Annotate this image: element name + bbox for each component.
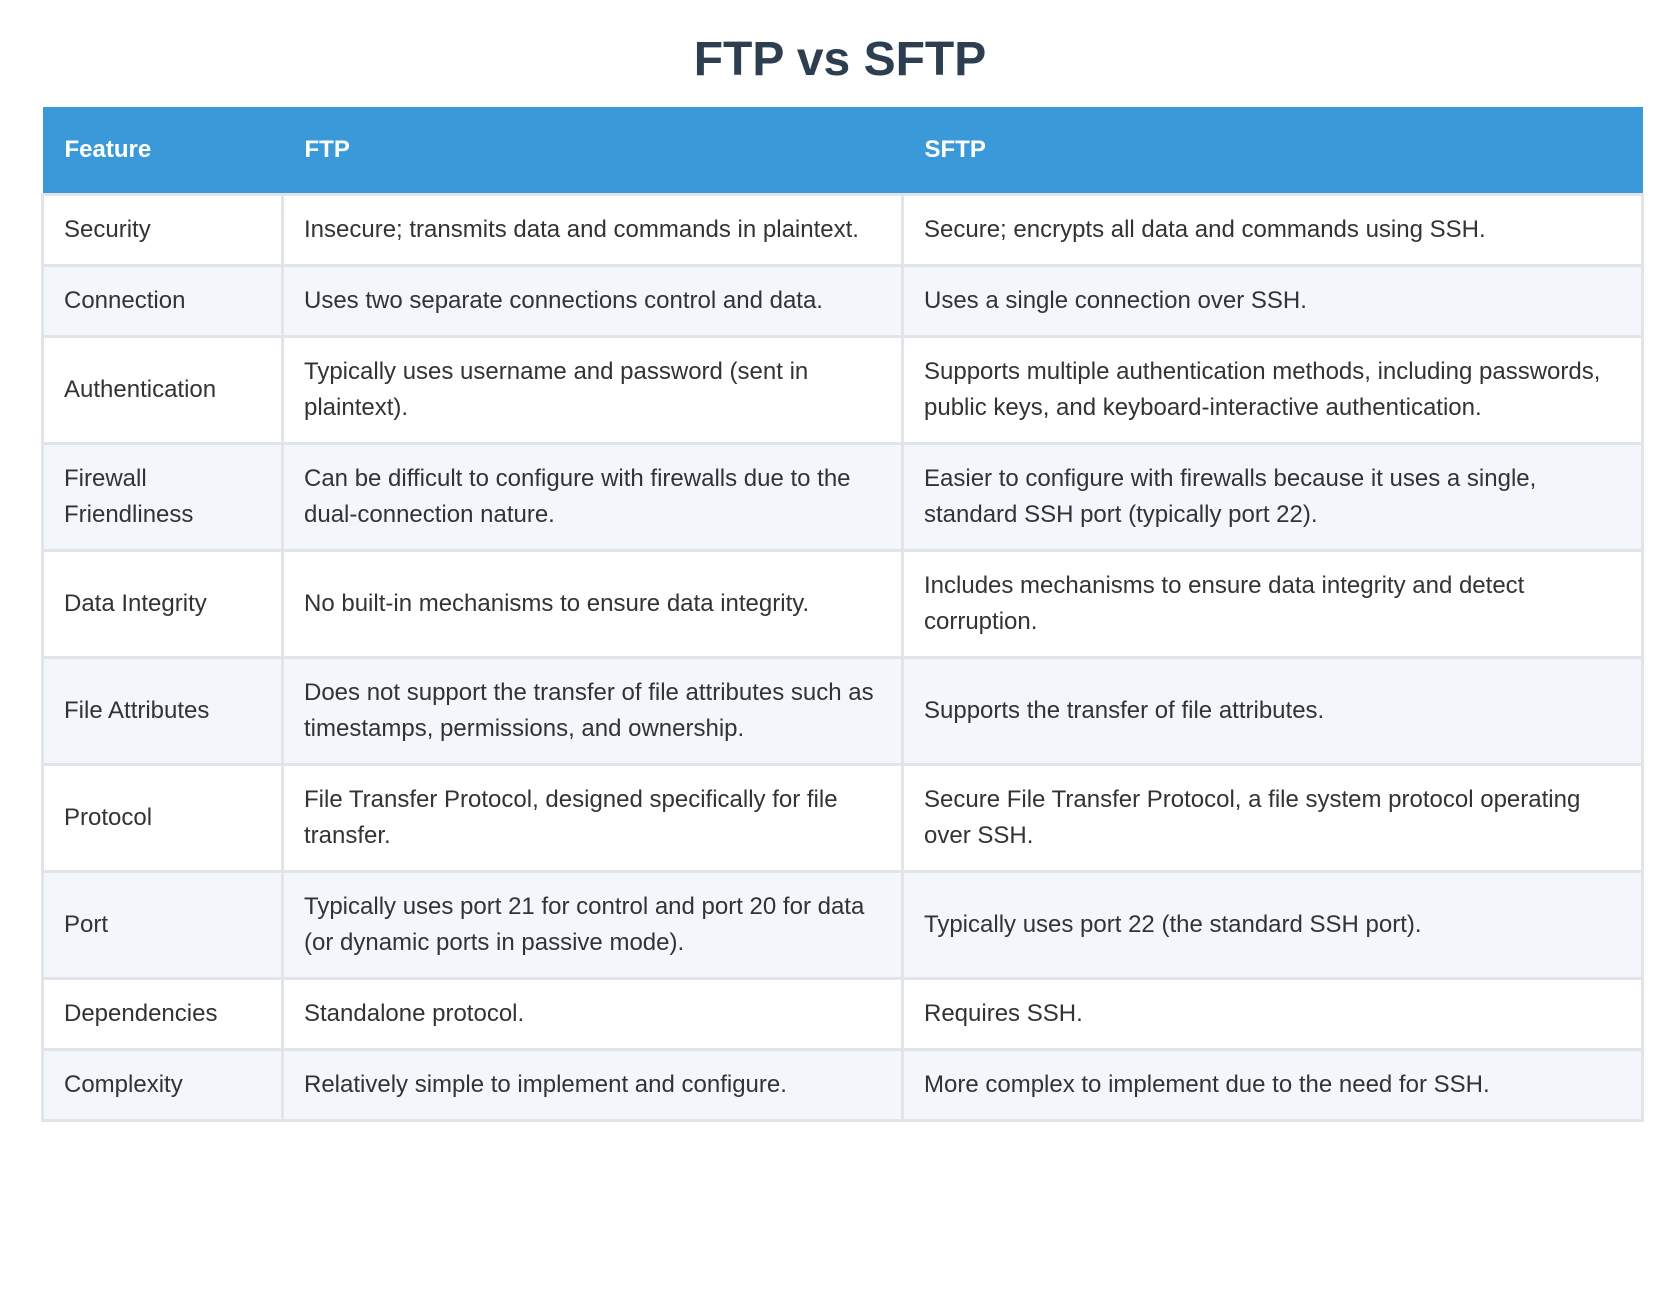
sftp-cell: Typically uses port 22 (the standard SSH… [901,870,1644,980]
ftp-cell: Relatively simple to implement and confi… [281,1048,904,1122]
table-row: Security Insecure; transmits data and co… [41,193,1644,267]
feature-cell: Port [41,870,284,980]
sftp-cell: Supports multiple authentication methods… [901,335,1644,445]
sftp-cell: Secure; encrypts all data and commands u… [901,193,1644,267]
sftp-cell: Easier to configure with firewalls becau… [901,442,1644,552]
feature-cell: Connection [41,264,284,338]
table-row: Authentication Typically uses username a… [41,335,1644,445]
header-ftp: FTP [282,107,903,195]
page-title: FTP vs SFTP [693,33,987,86]
comparison-table: Feature FTP SFTP Security Insecure; tran… [41,107,1644,1122]
ftp-cell: File Transfer Protocol, designed specifi… [281,763,904,873]
table-row: Complexity Relatively simple to implemen… [41,1048,1644,1122]
ftp-cell: No built-in mechanisms to ensure data in… [281,549,904,659]
feature-cell: Complexity [41,1048,284,1122]
feature-cell: Firewall Friendliness [41,442,284,552]
feature-cell: Security [41,193,284,267]
header-row: Feature FTP SFTP [42,107,1643,195]
ftp-cell: Typically uses username and password (se… [281,335,904,445]
ftp-cell: Typically uses port 21 for control and p… [281,870,904,980]
table-header: Feature FTP SFTP [42,107,1643,195]
table-row: Protocol File Transfer Protocol, designe… [41,763,1644,873]
ftp-cell: Can be difficult to configure with firew… [281,442,904,552]
sftp-cell: Uses a single connection over SSH. [901,264,1644,338]
header-sftp: SFTP [902,107,1643,195]
table-row: File Attributes Does not support the tra… [41,656,1644,766]
feature-cell: Authentication [41,335,284,445]
sftp-cell: More complex to implement due to the nee… [901,1048,1644,1122]
table-row: Firewall Friendliness Can be difficult t… [41,442,1644,552]
feature-cell: Data Integrity [41,549,284,659]
table-row: Connection Uses two separate connections… [41,264,1644,338]
header-feature: Feature [42,107,283,195]
feature-cell: Protocol [41,763,284,873]
table-row: Port Typically uses port 21 for control … [41,870,1644,980]
feature-cell: Dependencies [41,977,284,1051]
table-row: Data Integrity No built-in mechanisms to… [41,549,1644,659]
ftp-cell: Standalone protocol. [281,977,904,1051]
sftp-cell: Supports the transfer of file attributes… [901,656,1644,766]
table-row: Dependencies Standalone protocol. Requir… [41,977,1644,1051]
ftp-cell: Does not support the transfer of file at… [281,656,904,766]
ftp-cell: Insecure; transmits data and commands in… [281,193,904,267]
table-body: Security Insecure; transmits data and co… [41,193,1644,1122]
sftp-cell: Includes mechanisms to ensure data integ… [901,549,1644,659]
sftp-cell: Requires SSH. [901,977,1644,1051]
sftp-cell: Secure File Transfer Protocol, a file sy… [901,763,1644,873]
ftp-cell: Uses two separate connections control an… [281,264,904,338]
feature-cell: File Attributes [41,656,284,766]
